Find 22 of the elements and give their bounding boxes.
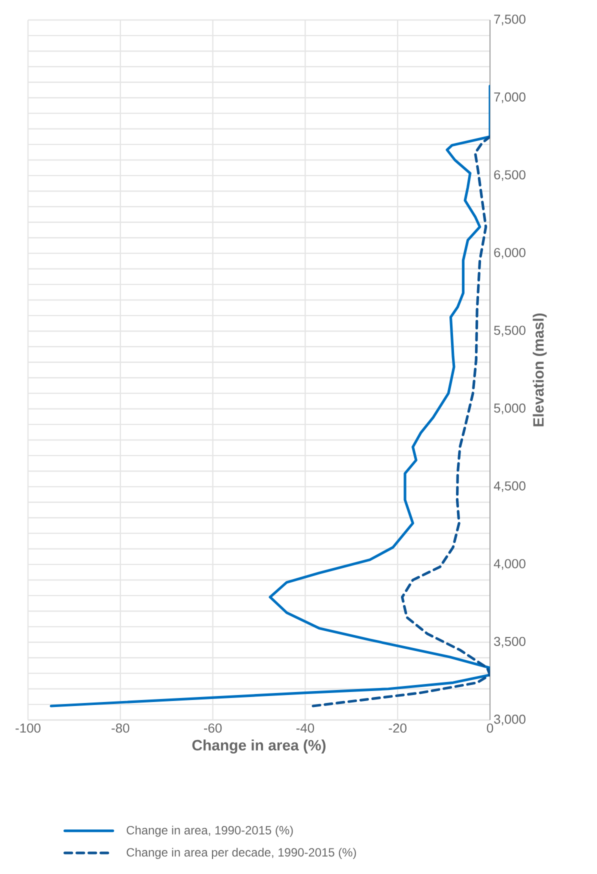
legend-label: Change in area, 1990-2015 (%): [126, 826, 293, 837]
y-tick-label: 3,500: [494, 636, 526, 648]
legend-label: Change in area per decade, 1990-2015 (%): [126, 848, 356, 859]
y-tick-label: 6,500: [494, 170, 526, 181]
x-tick-label: 0: [486, 724, 494, 733]
x-tick-label: -20: [388, 724, 406, 733]
x-tick-label: -40: [296, 724, 314, 733]
x-axis-title: Change in area (%): [192, 740, 326, 754]
y-tick-label: 4,500: [494, 481, 526, 492]
y-axis-title: Elevation (masl): [532, 313, 547, 426]
y-tick-label: 5,000: [494, 404, 526, 414]
line-series: [50, 84, 490, 708]
y-tick-label: 6,000: [494, 248, 526, 259]
x-tick-label: -60: [204, 724, 222, 733]
y-tick-label: 7,500: [494, 14, 526, 26]
y-tick-label: 5,500: [494, 326, 526, 336]
y-tick-label: 7,000: [494, 92, 526, 104]
y-tick-label: 3,000: [494, 714, 526, 726]
y-tick-label: 4,000: [494, 559, 526, 570]
x-tick-label: -80: [112, 724, 130, 733]
line-series: [312, 135, 490, 708]
x-tick-label: -100: [16, 724, 40, 733]
